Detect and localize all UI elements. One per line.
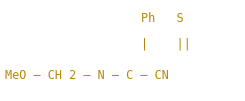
Text: |    ||: | ||: [141, 38, 191, 51]
Text: MeO — CH 2 — N — C — CN: MeO — CH 2 — N — C — CN: [5, 69, 169, 82]
Text: Ph   S: Ph S: [141, 12, 184, 25]
